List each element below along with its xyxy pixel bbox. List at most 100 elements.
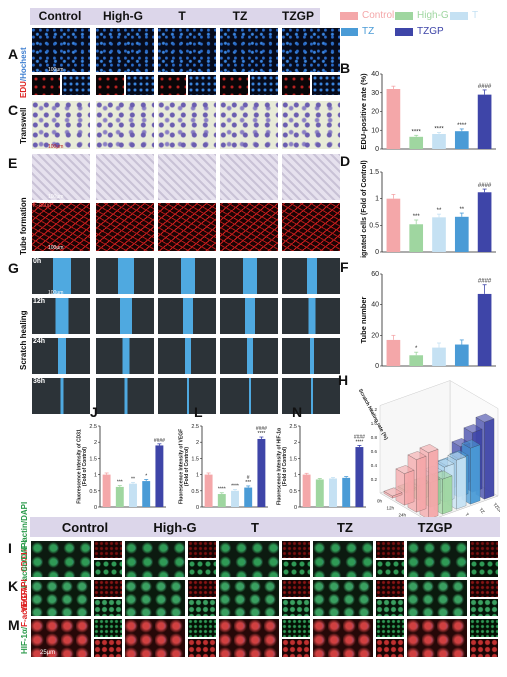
chart-L-annot-1-0: **** xyxy=(218,487,226,493)
tube-factin-3 xyxy=(219,202,279,252)
bottom-cd31-sub-top-4 xyxy=(469,540,499,559)
legend-label-highg: High-G xyxy=(417,10,449,21)
chart-H-time-2: 24h xyxy=(398,513,406,518)
bottom-vegf-main-2 xyxy=(218,579,280,617)
chart-B-bar-0 xyxy=(386,89,401,149)
chart-L-ylabel: Fluorescence Intensity of VEGF(Fold of C… xyxy=(179,429,191,504)
chart-B-bar-1 xyxy=(409,136,424,149)
scale-E2: 100μm xyxy=(48,245,64,251)
scratch-0-1 xyxy=(95,257,155,295)
chart-F-bar-4 xyxy=(477,293,492,366)
chart-L-ylabel-l1: Fluorescence Intensity of VEGF xyxy=(179,429,185,504)
bottom-cd31-sub-top-1 xyxy=(187,540,217,559)
chart-L-annot-3-1: *** xyxy=(245,480,251,486)
bottom-cd31-main-4 xyxy=(406,540,468,578)
legend-label-tz: TZ xyxy=(362,26,375,37)
tube-factin-2 xyxy=(157,202,217,252)
scratch-time-24h: 24h xyxy=(33,338,46,345)
transwell-1 xyxy=(95,100,155,150)
bottom-vegf-sub-bot-2 xyxy=(281,598,311,617)
top-header-4: TZGP xyxy=(282,9,314,23)
chart-H-ztick-1: 0.4 xyxy=(371,463,378,468)
bottom-hif-sub-top-3 xyxy=(375,618,405,638)
chart-H-ztick-2: 0.6 xyxy=(371,449,378,454)
panel-letter-C: C xyxy=(8,102,19,118)
scale-E: 100μm xyxy=(48,194,64,200)
legend-label-t: T xyxy=(472,10,479,21)
chart-B-bar-3 xyxy=(454,131,469,149)
top-condition-header xyxy=(30,8,320,25)
bottom-vegf-sub-bot-1 xyxy=(187,598,217,617)
bottom-vegf-sub-top-4 xyxy=(469,579,499,598)
bottom-vegf-sub-top-0 xyxy=(93,579,123,598)
chart-N: 0 0.5 1 1.5 2 2.5 ####**** Fluorescence Intensi… xyxy=(277,424,366,511)
chart-N-bar-3 xyxy=(342,477,351,507)
bottom-cd31-sub-bot-1 xyxy=(187,559,217,578)
label-edu-hochest-rest: /Hochest xyxy=(19,47,28,82)
edu-sub-blue-3 xyxy=(249,74,279,96)
chart-J-ytick-label-4: 2 xyxy=(94,440,97,446)
chart-J: 00.511.522.5***** *####Fluorescence Inten… xyxy=(77,424,166,511)
chart-L-ytick-label-5: 2.5 xyxy=(191,424,199,430)
chart-H-bar-0-2-front xyxy=(416,456,427,513)
chart-L-ytick-label-1: 0.5 xyxy=(191,489,199,495)
edu-sub-red-0 xyxy=(31,74,61,96)
panel-letter-L: L xyxy=(194,404,203,420)
chart-D-bar-4 xyxy=(477,192,492,252)
chart-H-bar-4-3-top xyxy=(475,413,495,423)
chart-D-bar-0 xyxy=(386,198,401,252)
bottom-vegf-sub-bot-3 xyxy=(375,598,405,617)
chart-F-bar-1 xyxy=(409,355,424,366)
bottom-hif-sub-bot-2 xyxy=(281,638,311,658)
chart-J-ylabel-l1: Fluorescence Intensity of CD31 xyxy=(77,429,83,504)
chart-H-bar-2-3-top xyxy=(447,451,467,461)
label-hif: HIF-1α/F-actin/DAPI xyxy=(20,579,29,654)
scratch-3-1 xyxy=(95,377,155,415)
legend-swatch-highg xyxy=(395,11,413,20)
scratch-0-0 xyxy=(31,257,91,295)
legend-label-control: Control xyxy=(362,10,395,21)
bottom-vegf-sub-bot-4 xyxy=(469,598,499,617)
bottom-vegf-sub-top-2 xyxy=(281,579,311,598)
scale-C: 100μm xyxy=(48,144,64,150)
chart-L-annot-4-1: **** xyxy=(258,431,266,437)
chart-L-bar-3 xyxy=(244,487,253,507)
chart-F-ytick-label-3: 60 xyxy=(371,271,379,278)
chart-F-ytick-label-0: 0 xyxy=(375,363,379,370)
label-tube-formation: Tube formation xyxy=(19,197,28,255)
bottom-header-3: TZ xyxy=(337,520,353,535)
tube-bright-4 xyxy=(281,153,341,201)
bottom-hif-sub-bot-0 xyxy=(93,638,123,658)
chart-H-bar-0-1-front xyxy=(404,470,415,506)
chart-H-time-0: 0h xyxy=(377,499,383,504)
bottom-header-4: TZGP xyxy=(417,520,453,535)
edu-sub-red-3 xyxy=(219,74,249,96)
tube-bright-3 xyxy=(219,153,279,201)
scale-M: 25μm xyxy=(40,650,56,656)
chart-L-bar-1 xyxy=(217,494,226,507)
chart-F-annot-1-0: * xyxy=(415,346,418,352)
bottom-vegf-main-1 xyxy=(124,579,186,617)
chart-B-ytick-label-0: 0 xyxy=(375,146,379,153)
chart-F-ytick-label-2: 40 xyxy=(371,302,379,309)
bottom-hif-sub-top-4 xyxy=(469,618,499,638)
chart-N-ytick-label-4: 2 xyxy=(294,440,297,446)
bottom-hif-sub-top-0 xyxy=(93,618,123,638)
scratch-1-3 xyxy=(219,297,279,335)
scratch-1-0 xyxy=(31,297,91,335)
chart-B-annot-3-0: **** xyxy=(457,123,467,129)
chart-B-annot-4-0: #### xyxy=(478,84,492,90)
label-hif-a: HIF-1α/ xyxy=(20,626,29,654)
edu-sub-red-1 xyxy=(95,74,125,96)
chart-N-ytick-label-1: 0.5 xyxy=(289,489,297,495)
scratch-2-3 xyxy=(219,337,279,375)
chart-J-annot-4-0: #### xyxy=(154,438,165,444)
transwell-2 xyxy=(157,100,217,150)
edu-main-4 xyxy=(281,27,341,73)
label-edu-hochest: EDU/Hochest xyxy=(19,47,28,98)
chart-H-bar-0-3-front xyxy=(428,449,439,520)
bottom-hif-main-0 xyxy=(30,618,92,658)
chart-L-ytick-label-2: 1 xyxy=(196,473,199,479)
chart-D-bar-2 xyxy=(432,217,446,252)
chart-N-ylabel: Fluorescence Intensity of HIF-1α(Fold of… xyxy=(277,427,289,505)
